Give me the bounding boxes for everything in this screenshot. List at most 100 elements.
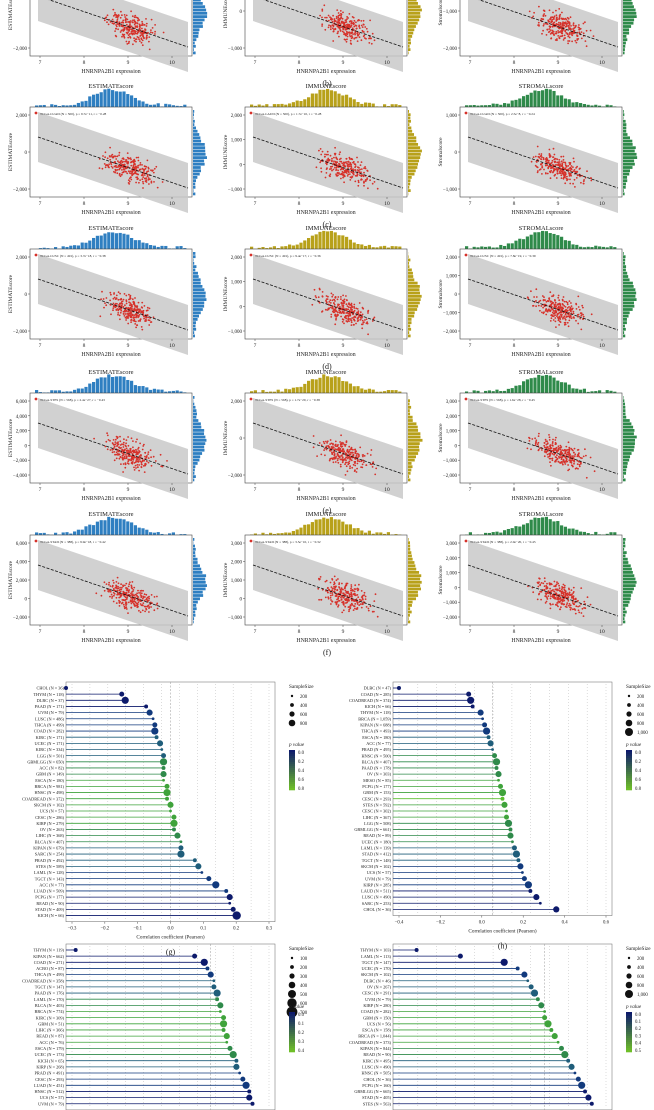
histogram-bar [408, 435, 421, 439]
scatter-points [526, 432, 596, 479]
data-point [353, 19, 356, 22]
histogram-bar [193, 462, 198, 465]
data-point [554, 39, 557, 41]
data-point [115, 309, 118, 311]
x-tick-label: 10 [599, 201, 605, 207]
data-point [133, 314, 136, 316]
data-point [150, 181, 153, 184]
histogram-bar [193, 294, 206, 298]
data-point [344, 452, 347, 455]
data-point [556, 18, 559, 21]
data-point [349, 20, 352, 22]
histogram-bar [487, 246, 491, 249]
data-point [129, 581, 131, 584]
histogram-bar [193, 110, 195, 113]
data-point [125, 454, 127, 456]
histogram-bar [499, 104, 503, 107]
data-point [135, 156, 138, 159]
x-tick-label: 7 [254, 201, 257, 207]
histogram-bar [408, 541, 411, 545]
data-point [166, 460, 168, 462]
data-point [136, 466, 139, 469]
histogram-bar [582, 104, 586, 107]
histogram-bar [623, 432, 634, 436]
right-histogram [408, 110, 422, 196]
histogram-bar [623, 258, 626, 262]
data-point [121, 443, 123, 445]
data-point [333, 19, 336, 22]
data-point [541, 295, 544, 297]
data-point [343, 443, 346, 446]
data-point [107, 23, 110, 26]
data-point [359, 164, 362, 167]
histogram-bar [503, 530, 507, 535]
data-point [325, 16, 328, 19]
data-point [100, 594, 103, 597]
data-point [125, 21, 128, 23]
data-point [117, 582, 120, 585]
histogram-bar [126, 234, 130, 249]
data-point [330, 313, 333, 316]
data-point [138, 38, 141, 41]
histogram-bar [193, 324, 196, 328]
data-point [138, 455, 141, 457]
data-point [537, 448, 540, 451]
data-point [136, 173, 139, 176]
data-point [349, 311, 352, 313]
data-point [116, 576, 119, 579]
data-point [578, 455, 580, 458]
data-point [122, 443, 125, 446]
data-point [577, 313, 580, 316]
histogram-bar [257, 247, 261, 249]
histogram-bar [408, 41, 411, 45]
histogram-bar [623, 271, 628, 275]
data-point [561, 313, 563, 316]
histogram-bar [408, 2, 418, 5]
data-point [361, 26, 364, 28]
data-point [112, 8, 115, 11]
x-tick-label: 10 [169, 487, 175, 493]
data-point [329, 457, 332, 460]
data-point [119, 162, 122, 165]
data-point [363, 184, 365, 187]
histogram-bar [533, 232, 537, 249]
data-point [557, 460, 560, 463]
data-point [358, 302, 361, 304]
data-point [115, 596, 118, 599]
histogram-bar [367, 102, 371, 107]
data-point [345, 157, 348, 160]
data-point [117, 313, 119, 316]
histogram-bar [38, 248, 42, 249]
data-point [548, 159, 550, 162]
data-point [557, 35, 560, 37]
histogram-bar [623, 44, 626, 48]
histogram-bar [556, 380, 560, 393]
data-point [138, 458, 141, 460]
histogram-bar [499, 244, 503, 249]
histogram-bar [408, 146, 421, 150]
histogram-bar [623, 458, 630, 462]
data-point [112, 307, 115, 309]
data-point [540, 590, 543, 593]
data-point [578, 168, 581, 170]
data-point [585, 476, 588, 479]
data-point [544, 164, 547, 166]
histogram-bar [61, 105, 65, 107]
confidence-band [253, 0, 403, 72]
histogram-bar [408, 455, 417, 459]
data-point [324, 16, 326, 19]
histogram-bar [586, 533, 590, 535]
data-point [125, 14, 128, 17]
histogram-bar [193, 409, 197, 412]
histogram-bar [288, 389, 292, 393]
histogram-bar [601, 246, 605, 249]
data-point [343, 31, 345, 34]
histogram-bar [193, 331, 195, 334]
data-point [320, 153, 323, 156]
histogram-bar [333, 376, 337, 393]
data-point [543, 455, 546, 458]
data-point [130, 176, 132, 179]
data-point [557, 305, 560, 308]
data-point [544, 438, 547, 441]
histogram-bar [480, 246, 484, 249]
